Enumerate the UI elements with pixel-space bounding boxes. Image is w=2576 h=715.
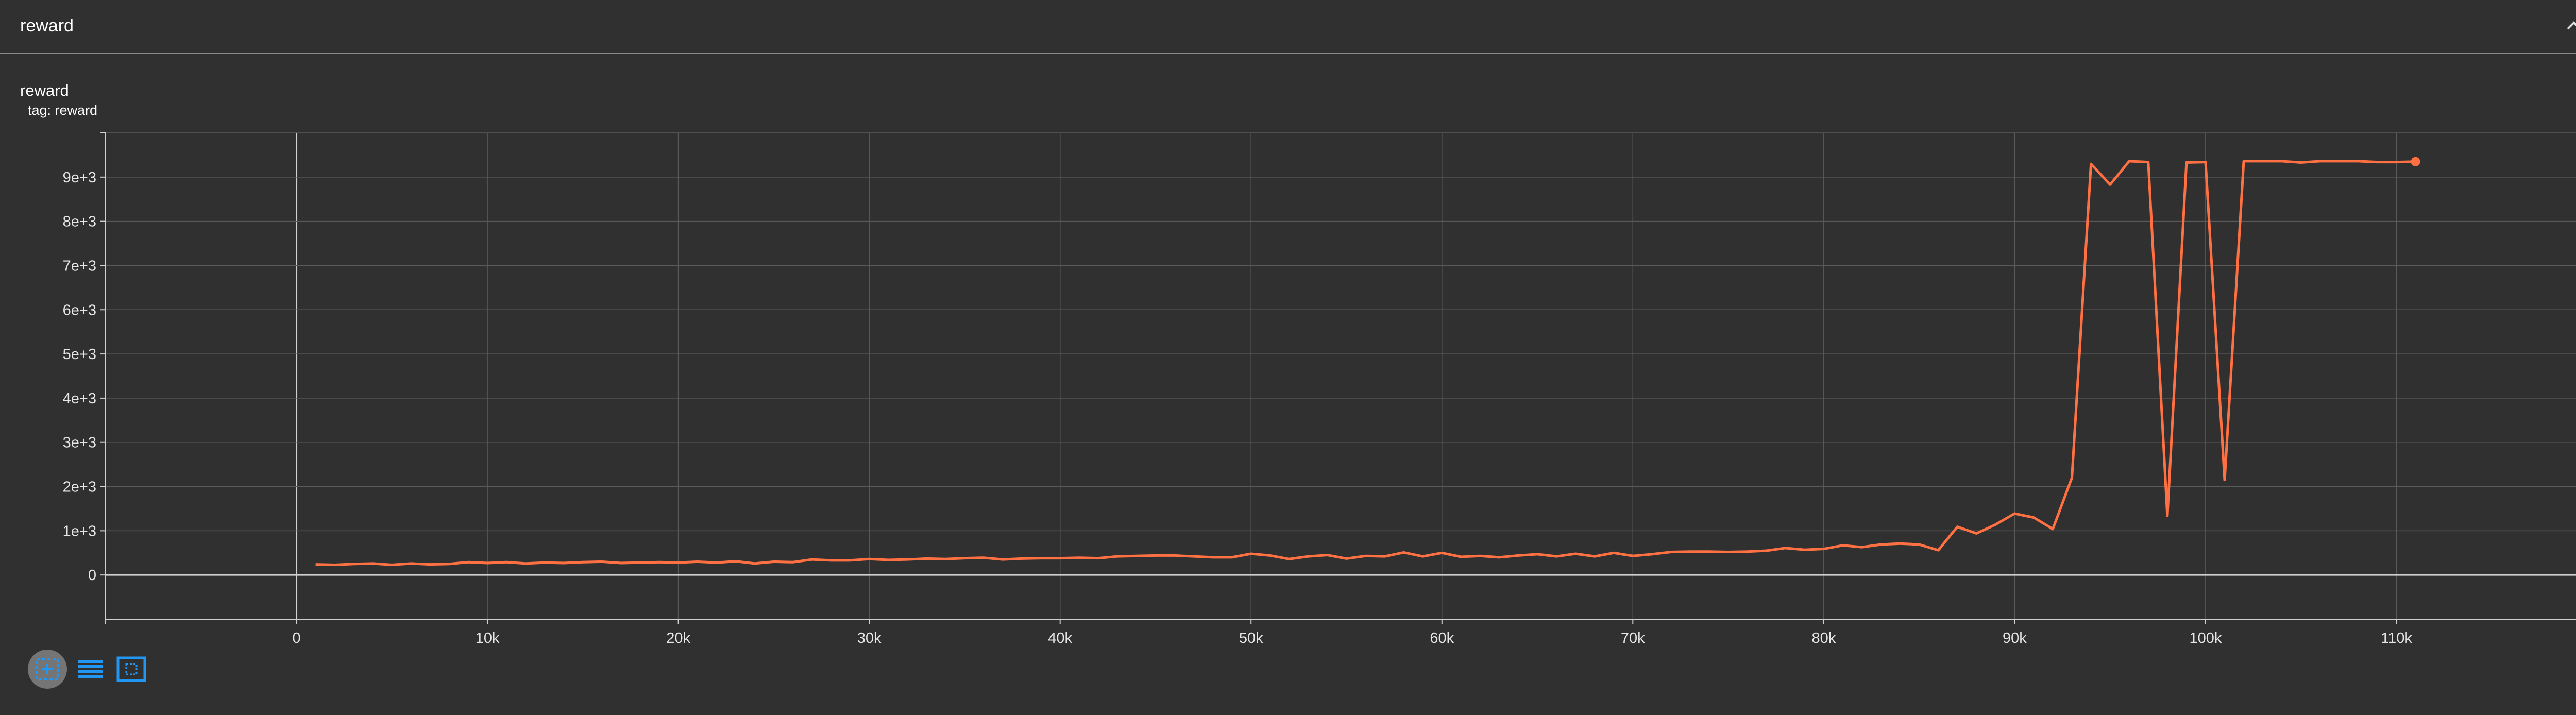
y-tick-label: 6e+3 xyxy=(63,302,96,318)
x-tick-label: 30k xyxy=(857,630,882,646)
y-tick-label: 0 xyxy=(88,567,96,584)
chart-tick-labels: 0 10k 20k 30k 40k 50k 60k 70k 80k 90k 100k 110k 0 1e+… xyxy=(63,169,2413,646)
reward-last-point-marker xyxy=(2411,157,2420,166)
x-tick-label: 0 xyxy=(292,630,300,646)
x-tick-label: 60k xyxy=(1430,630,1454,646)
x-tick-label: 50k xyxy=(1239,630,1263,646)
y-tick-label: 7e+3 xyxy=(63,258,96,274)
y-tick-label: 8e+3 xyxy=(63,214,96,230)
x-tick-label: 40k xyxy=(1048,630,1072,646)
y-tick-label: 1e+3 xyxy=(63,523,96,539)
y-tick-label: 2e+3 xyxy=(63,479,96,496)
expand-icon[interactable] xyxy=(111,649,152,690)
chevron-up-icon[interactable] xyxy=(2560,11,2576,40)
y-tick-label: 4e+3 xyxy=(63,390,96,407)
x-tick-label: 70k xyxy=(1621,630,1645,646)
list-lines-icon[interactable] xyxy=(70,649,111,690)
section-header[interactable]: reward xyxy=(0,0,2576,54)
x-tick-label: 80k xyxy=(1811,630,1836,646)
x-tick-label: 10k xyxy=(476,630,500,646)
card-subtitle: tag: reward xyxy=(28,103,98,118)
card-title: reward xyxy=(20,81,69,99)
chart-axes xyxy=(100,132,2576,624)
x-tick-label: 20k xyxy=(666,630,690,646)
y-tick-label: 3e+3 xyxy=(63,435,96,451)
x-tick-label: 110k xyxy=(2381,630,2412,646)
y-tick-label: 9e+3 xyxy=(63,169,96,186)
chart-series xyxy=(315,157,2420,566)
y-tick-label: 5e+3 xyxy=(63,346,96,363)
section-title: reward xyxy=(20,16,74,36)
x-tick-label: 100k xyxy=(2189,630,2222,646)
reward-series-line xyxy=(315,160,2416,566)
fit-domain-icon[interactable] xyxy=(27,649,68,690)
x-tick-label: 90k xyxy=(2003,630,2027,646)
chart-grid xyxy=(106,132,2576,619)
